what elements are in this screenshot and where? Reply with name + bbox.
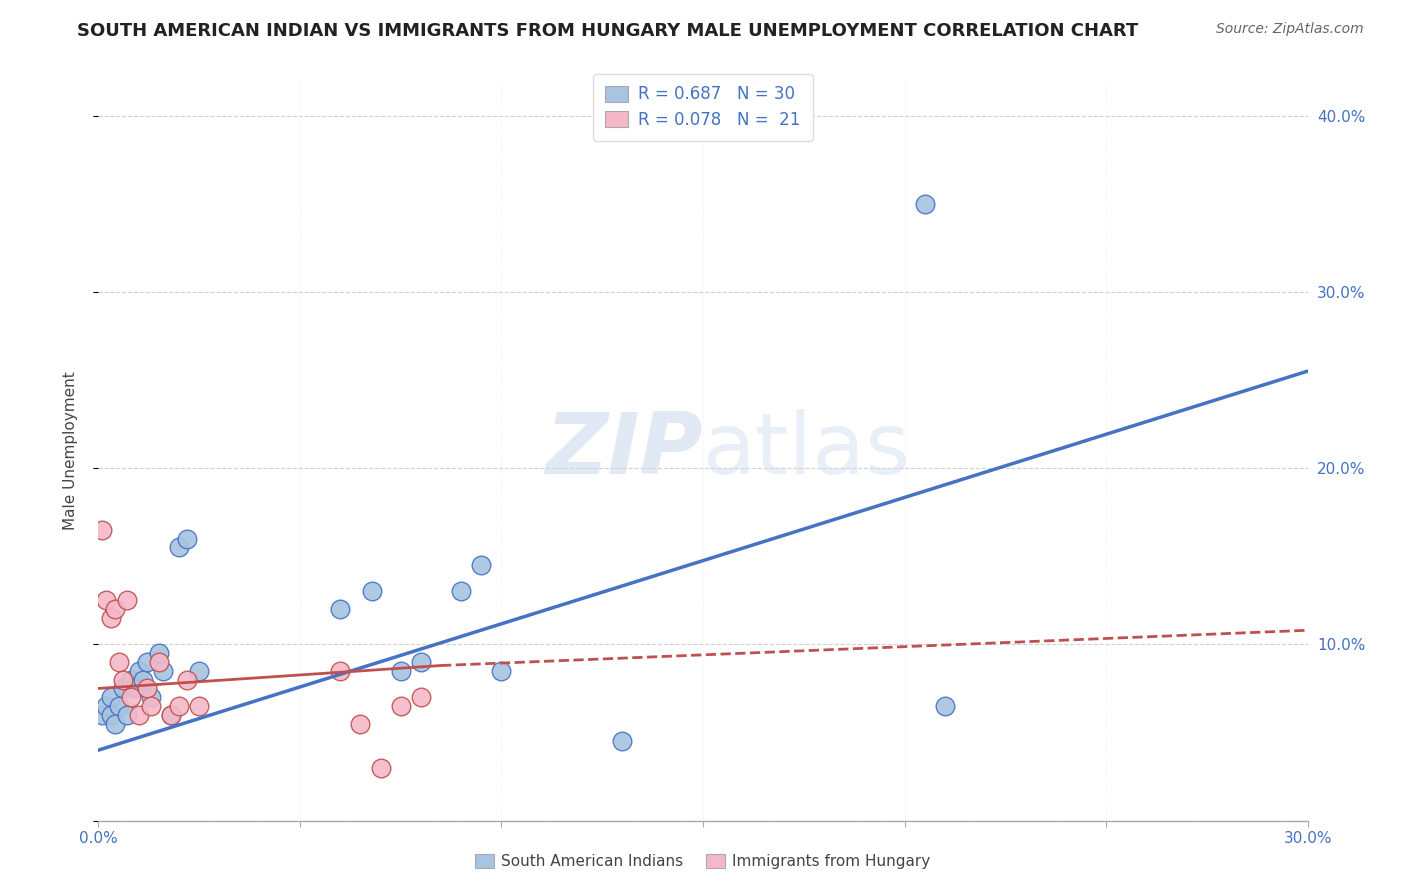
Point xyxy=(914,196,936,211)
Point xyxy=(470,558,492,572)
Point xyxy=(409,690,432,705)
Point xyxy=(148,646,170,660)
Text: atlas: atlas xyxy=(703,409,911,492)
Point xyxy=(160,707,183,722)
Point xyxy=(120,690,142,705)
Point xyxy=(103,602,125,616)
Point xyxy=(100,611,122,625)
Point xyxy=(111,681,134,696)
Point xyxy=(491,664,513,678)
Point xyxy=(115,707,138,722)
Point xyxy=(100,690,122,705)
Point xyxy=(329,664,352,678)
Point xyxy=(389,699,412,714)
Point xyxy=(188,664,211,678)
Point xyxy=(124,681,146,696)
Point xyxy=(167,541,190,555)
Point xyxy=(370,761,392,775)
Point xyxy=(450,584,472,599)
Legend: R = 0.687   N = 30, R = 0.078   N =  21: R = 0.687 N = 30, R = 0.078 N = 21 xyxy=(593,74,813,141)
Point xyxy=(91,707,114,722)
Point xyxy=(135,655,157,669)
Point xyxy=(96,699,118,714)
Point xyxy=(100,707,122,722)
Text: SOUTH AMERICAN INDIAN VS IMMIGRANTS FROM HUNGARY MALE UNEMPLOYMENT CORRELATION C: SOUTH AMERICAN INDIAN VS IMMIGRANTS FROM… xyxy=(77,22,1139,40)
Point xyxy=(152,664,174,678)
Point xyxy=(934,699,956,714)
Text: ZIP: ZIP xyxy=(546,409,703,492)
Y-axis label: Male Unemployment: Male Unemployment xyxy=(63,371,77,530)
Point xyxy=(176,673,198,687)
Point xyxy=(188,699,211,714)
Point xyxy=(132,673,155,687)
Point xyxy=(91,523,114,537)
Point xyxy=(160,707,183,722)
Point xyxy=(349,716,371,731)
Point xyxy=(103,716,125,731)
Point xyxy=(120,673,142,687)
Text: Source: ZipAtlas.com: Source: ZipAtlas.com xyxy=(1216,22,1364,37)
Point xyxy=(389,664,412,678)
Point xyxy=(115,593,138,607)
Point xyxy=(128,664,150,678)
Point xyxy=(135,681,157,696)
Point xyxy=(128,707,150,722)
Point xyxy=(176,532,198,546)
Point xyxy=(167,699,190,714)
Point xyxy=(107,655,129,669)
Point xyxy=(409,655,432,669)
Point xyxy=(612,734,634,748)
Point xyxy=(96,593,118,607)
Point xyxy=(139,699,162,714)
Point xyxy=(111,673,134,687)
Point xyxy=(148,655,170,669)
Point xyxy=(329,602,352,616)
Point xyxy=(361,584,384,599)
Point xyxy=(107,699,129,714)
Legend: South American Indians, Immigrants from Hungary: South American Indians, Immigrants from … xyxy=(470,848,936,875)
Point xyxy=(139,690,162,705)
